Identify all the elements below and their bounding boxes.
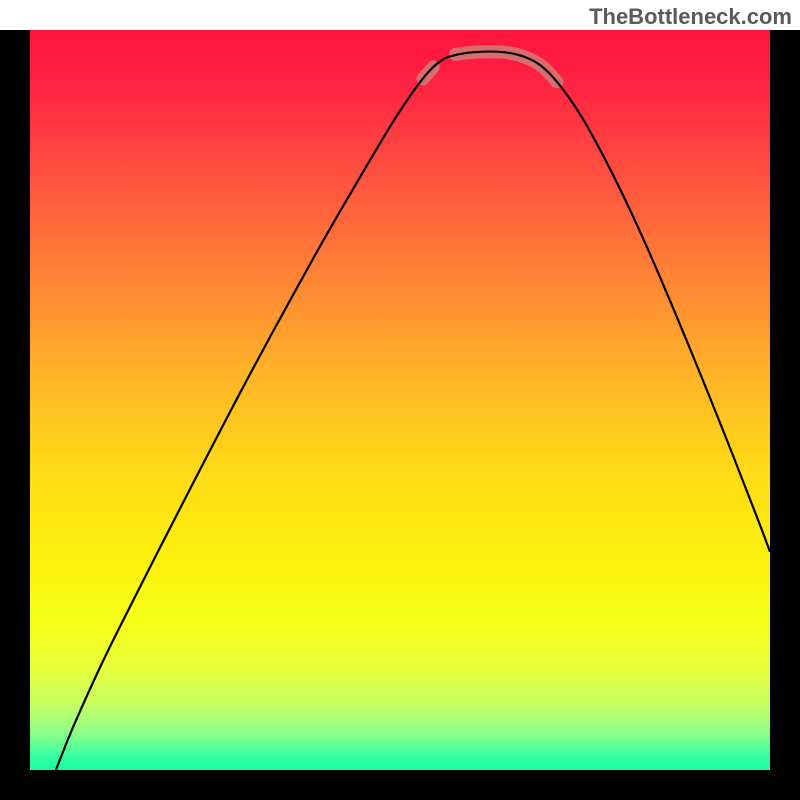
gradient-background — [30, 30, 770, 770]
chart-svg — [0, 0, 800, 800]
bottleneck-chart — [0, 0, 800, 800]
frame-bottom — [0, 770, 800, 800]
frame-left — [0, 30, 30, 800]
frame-right — [770, 30, 800, 800]
